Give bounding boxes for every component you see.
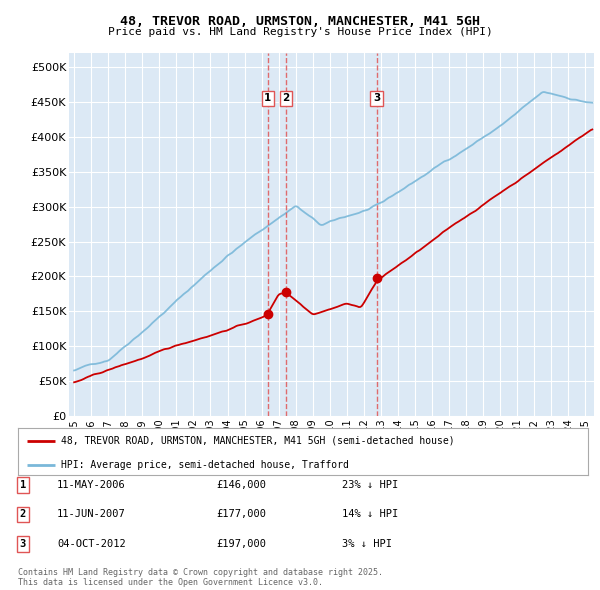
Text: 04-OCT-2012: 04-OCT-2012: [57, 539, 126, 549]
Text: 48, TREVOR ROAD, URMSTON, MANCHESTER, M41 5GH: 48, TREVOR ROAD, URMSTON, MANCHESTER, M4…: [120, 15, 480, 28]
Text: 11-MAY-2006: 11-MAY-2006: [57, 480, 126, 490]
Text: 3: 3: [373, 93, 380, 103]
Text: 11-JUN-2007: 11-JUN-2007: [57, 510, 126, 519]
Text: 3: 3: [20, 539, 26, 549]
Text: 1: 1: [20, 480, 26, 490]
Text: 3% ↓ HPI: 3% ↓ HPI: [342, 539, 392, 549]
Text: £146,000: £146,000: [216, 480, 266, 490]
Text: 23% ↓ HPI: 23% ↓ HPI: [342, 480, 398, 490]
Text: HPI: Average price, semi-detached house, Trafford: HPI: Average price, semi-detached house,…: [61, 460, 349, 470]
Text: 1: 1: [264, 93, 271, 103]
Text: 14% ↓ HPI: 14% ↓ HPI: [342, 510, 398, 519]
Text: 2: 2: [20, 510, 26, 519]
Text: £177,000: £177,000: [216, 510, 266, 519]
Text: Contains HM Land Registry data © Crown copyright and database right 2025.
This d: Contains HM Land Registry data © Crown c…: [18, 568, 383, 587]
Text: 48, TREVOR ROAD, URMSTON, MANCHESTER, M41 5GH (semi-detached house): 48, TREVOR ROAD, URMSTON, MANCHESTER, M4…: [61, 436, 454, 446]
Text: £197,000: £197,000: [216, 539, 266, 549]
Text: 2: 2: [283, 93, 290, 103]
Text: Price paid vs. HM Land Registry's House Price Index (HPI): Price paid vs. HM Land Registry's House …: [107, 27, 493, 37]
